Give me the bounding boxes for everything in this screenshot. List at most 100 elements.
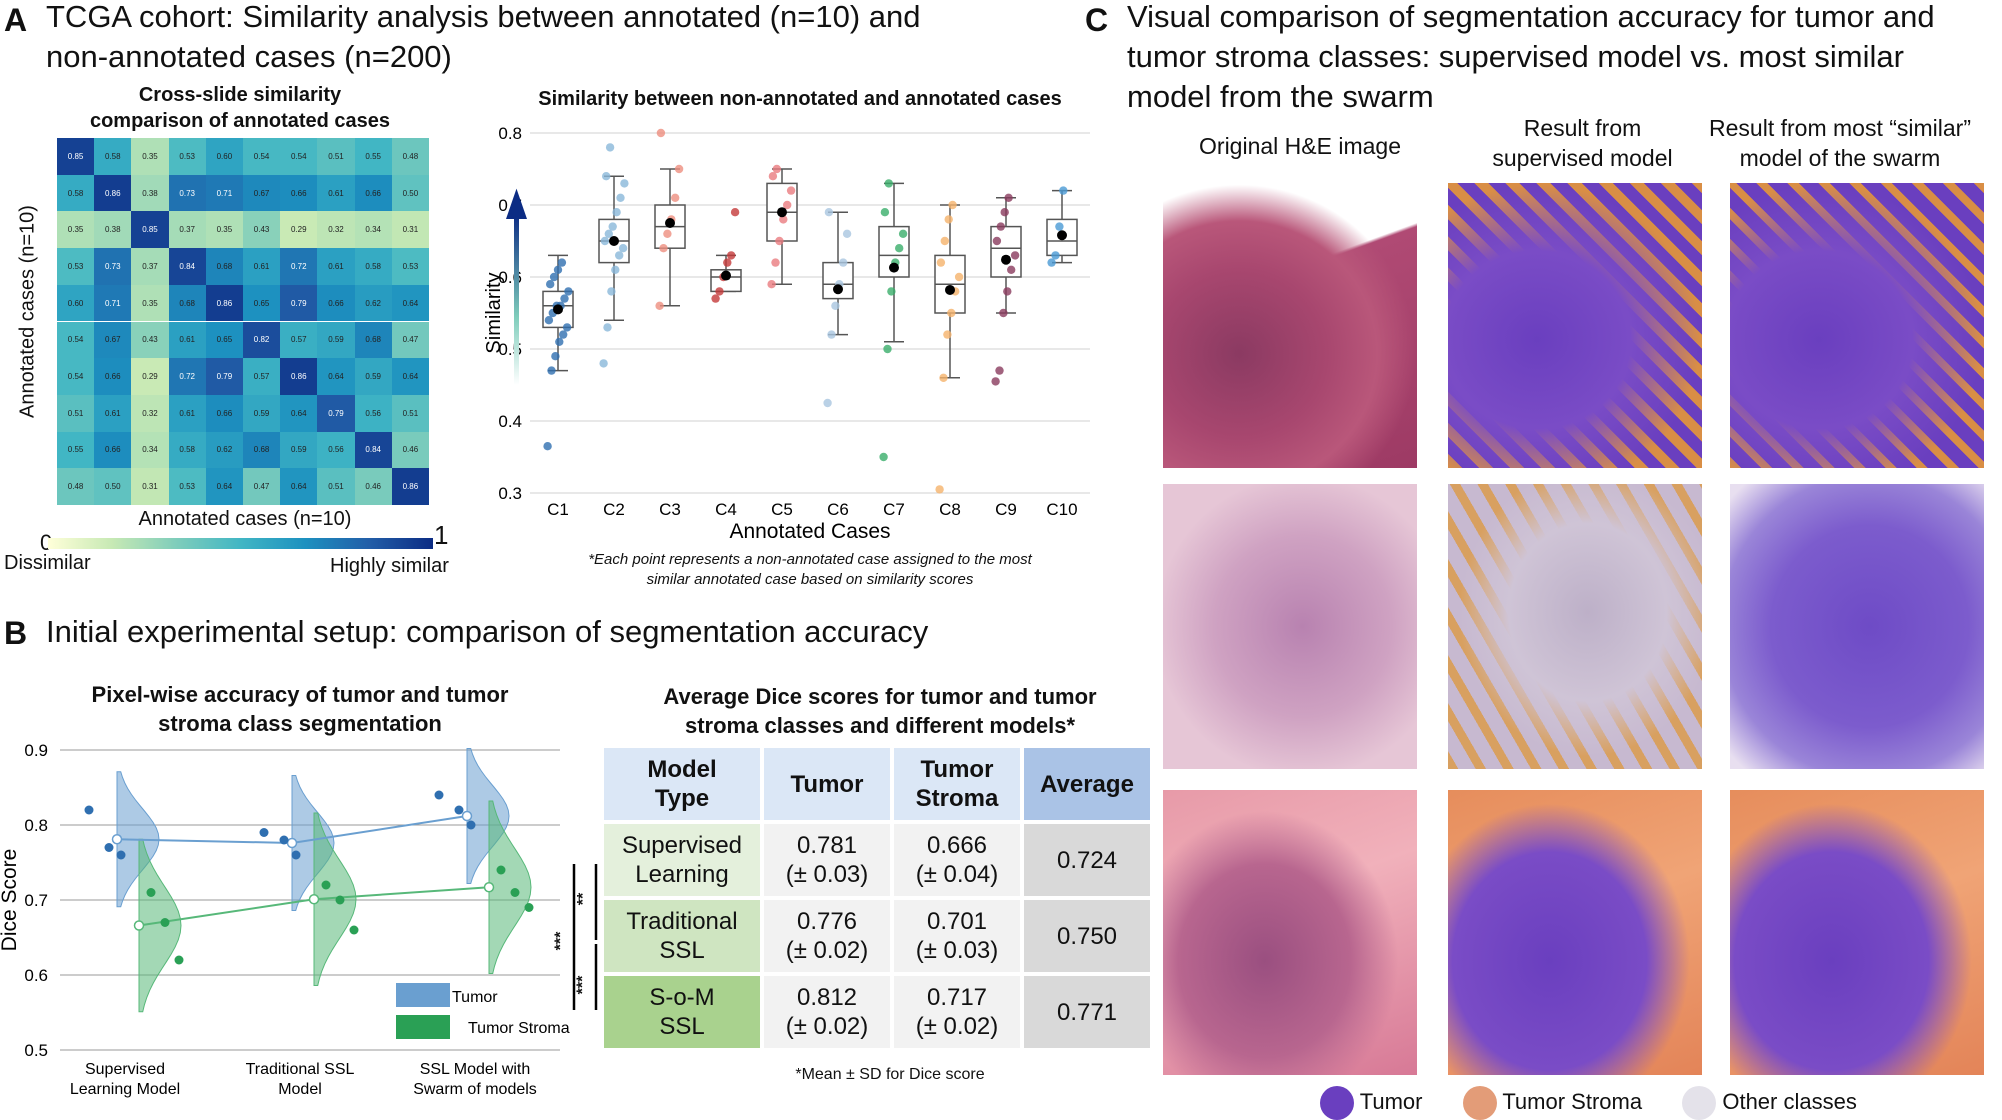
- row-stroma-l2: (± 0.04): [915, 861, 999, 888]
- heatmap-cell: 0.67: [243, 174, 281, 212]
- heatmap-cell: 0.31: [131, 468, 169, 505]
- mean-marker: [286, 837, 298, 849]
- data-point: [291, 850, 301, 860]
- row-tumor-l1: 0.812: [796, 984, 858, 1011]
- data-point: [454, 805, 464, 815]
- mean-marker: [133, 920, 145, 931]
- heatmap-cell: 0.58: [57, 174, 95, 212]
- box-point: [940, 236, 949, 246]
- table-title: Average Dice scores for tumor and tumor …: [600, 682, 1160, 740]
- sig-outer: ***: [552, 931, 570, 951]
- row-tumor-l2: (± 0.02): [785, 1013, 869, 1040]
- heatmap-cell: 0.86: [94, 174, 132, 212]
- box-point: [824, 208, 834, 217]
- box-point: [1010, 251, 1020, 260]
- panel-c-title-line3: model from the swarm: [1127, 79, 1434, 114]
- box-point: [1007, 265, 1016, 274]
- heatmap-cell: 0.34: [131, 431, 169, 469]
- box-point: [715, 287, 724, 296]
- row-tumor-l1: 0.781: [796, 832, 858, 859]
- data-point: [84, 805, 94, 815]
- similarity-arrow-head: [506, 188, 527, 219]
- heatmap-cell: 0.66: [317, 284, 355, 322]
- row-average: 0.750: [1024, 900, 1150, 972]
- boxplot-note-line1: *Each point represents a non-annotated c…: [588, 551, 1032, 568]
- heatmap-cell: 0.54: [57, 321, 95, 359]
- heatmap-cell: 0.56: [317, 431, 355, 469]
- heatmap-cell: 0.51: [317, 468, 355, 505]
- row-average: 0.771: [1024, 976, 1150, 1048]
- heatmap-cell: 0.61: [243, 248, 281, 285]
- row-name-l2: SSL: [659, 1013, 705, 1040]
- data-point: [146, 888, 156, 897]
- heatmap-cell: 0.54: [57, 358, 95, 395]
- heatmap-cell: 0.64: [317, 358, 355, 395]
- heatmap-cell: 0.48: [57, 468, 95, 505]
- y-tick-label: 0.8: [24, 816, 48, 835]
- heatmap-cell: 0.29: [131, 358, 169, 395]
- heatmap-cell: 0.66: [354, 174, 392, 212]
- row-stroma: 0.717 (± 0.02): [894, 976, 1020, 1048]
- y-tick-label: 0.7: [24, 891, 48, 910]
- box-point: [842, 229, 852, 238]
- box-point: [546, 280, 555, 289]
- heatmap-cell: 0.35: [205, 211, 243, 249]
- box-point: [620, 179, 629, 188]
- y-tick-label: 0.5: [24, 1041, 48, 1060]
- box-point: [602, 172, 611, 181]
- panel-b-title: Initial experimental setup: comparison o…: [46, 614, 929, 649]
- heatmap-cell: 0.35: [57, 211, 95, 249]
- heatmap-cell: 0.32: [131, 394, 169, 432]
- x-tick-label: C2: [603, 500, 625, 519]
- x-tick-label: C10: [1046, 500, 1077, 519]
- heatmap-cell: 0.55: [354, 138, 392, 175]
- cbar-right-label: Highly similar: [330, 555, 449, 577]
- x-group-label: Supervised: [85, 1061, 165, 1078]
- mean-marker: [483, 882, 495, 893]
- heatmap-title: Cross-slide similarity comparison of ann…: [40, 82, 440, 134]
- x-tick-label: C5: [771, 500, 793, 519]
- box-point: [944, 215, 953, 224]
- heatmap-cell: 0.57: [280, 321, 318, 359]
- row-tumor-l2: (± 0.02): [785, 937, 869, 964]
- violin-chart: 0.5 0.6 0.7 0.8 0.9 Dice Score Supervised Learn…: [0, 741, 570, 1098]
- box-point: [604, 229, 613, 238]
- data-point: [466, 820, 476, 830]
- legend-other: Other classes: [1722, 1088, 1857, 1114]
- table-row: S-o-M SSL 0.812 (± 0.02) 0.717 (± 0.02) 0.7…: [604, 976, 1150, 1048]
- x-group-label: SSL Model with: [420, 1061, 531, 1078]
- original-he-image: [1163, 183, 1417, 468]
- box-point: [775, 236, 784, 246]
- violin-title-line1: Pixel-wise accuracy of tumor and tumor: [91, 682, 509, 707]
- mean-marker: [461, 810, 473, 822]
- row-name-l2: Learning: [635, 861, 729, 888]
- y-tick-label: 0.3: [498, 484, 522, 503]
- heatmap-cell: 0.61: [168, 394, 206, 432]
- heatmap-cell: 0.66: [94, 358, 132, 395]
- box-point: [999, 308, 1008, 318]
- heatmap-cell: 0.73: [94, 248, 132, 285]
- y-tick-label: 0.4: [498, 412, 522, 431]
- heatmap-cell: 0.64: [280, 394, 318, 432]
- heatmap-cell: 0.46: [354, 468, 392, 505]
- heatmap-cell: 0.79: [317, 394, 355, 432]
- box-point: [827, 330, 836, 339]
- row-stroma-l1: 0.701: [926, 908, 988, 935]
- data-point: [174, 955, 184, 965]
- heatmap-cell: 0.64: [280, 468, 318, 505]
- row-tumor: 0.776 (± 0.02): [764, 900, 890, 972]
- heatmap-cell: 0.84: [354, 431, 392, 469]
- heatmap-xlabel: Annotated cases (n=10): [138, 508, 352, 530]
- dice-table: Model Type Tumor Tumor Stroma Average Supe…: [600, 744, 1154, 1052]
- heatmap-cell: 0.68: [354, 321, 392, 359]
- heatmap-cell: 0.58: [168, 431, 206, 469]
- heatmap-cell: 0.61: [94, 394, 132, 432]
- panel-c-title: Visual comparison of segmentation accura…: [1127, 0, 2002, 117]
- box-point: [1055, 222, 1064, 231]
- box-point: [612, 208, 621, 217]
- heatmap-cell: 0.35: [131, 138, 169, 175]
- heatmap-cell: 0.51: [57, 394, 95, 432]
- violin-half: [291, 775, 335, 911]
- heatmap-cell: 0.54: [280, 138, 318, 175]
- boxplot-title: Similarity between non-annotated and ann…: [538, 88, 1062, 110]
